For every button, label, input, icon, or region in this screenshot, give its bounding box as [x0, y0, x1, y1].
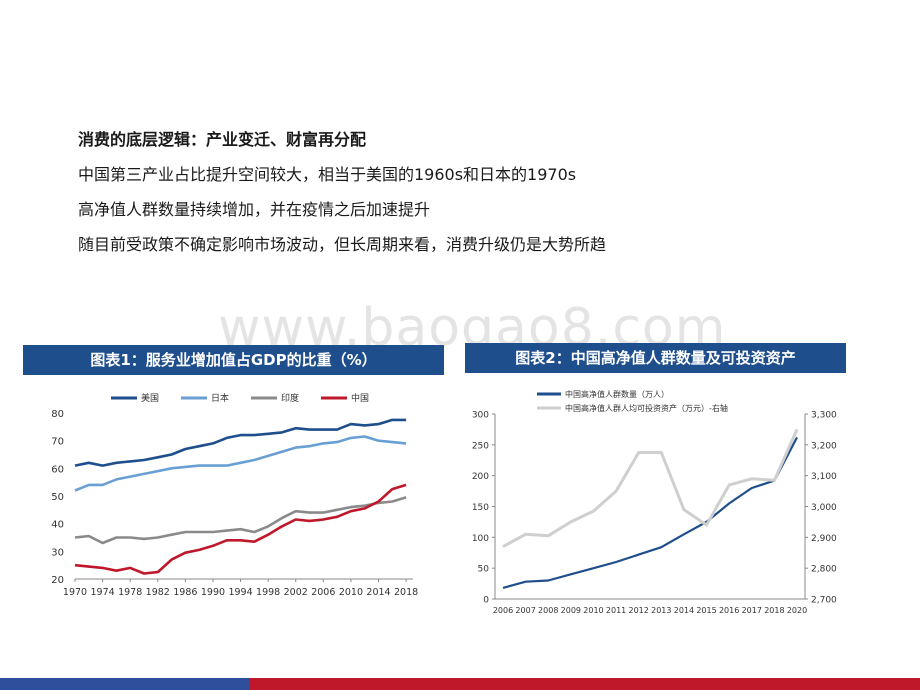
footer-bar-red — [250, 678, 920, 690]
chart1-xtick-label: 2010 — [339, 587, 363, 598]
chart1-legend-label: 中国 — [351, 392, 369, 404]
chart1-ytick-label: 70 — [51, 437, 64, 448]
chart1-xtick-label: 2002 — [284, 587, 308, 598]
chart1-ytick-label: 50 — [51, 492, 64, 503]
chart2-ytick-left-label: 150 — [472, 503, 489, 513]
chart1-xtick-label: 1978 — [118, 587, 142, 598]
chart2-xtick-label: 2016 — [719, 606, 739, 615]
chart2-title: 图表2：中国高净值人群数量及可投资资产 — [465, 343, 846, 373]
chart2-ytick-right-label: 2,700 — [811, 596, 837, 606]
chart2-ytick-left-label: 250 — [472, 441, 489, 451]
chart2-xtick-label: 2014 — [674, 606, 694, 615]
chart2-xtick-label: 2015 — [696, 606, 716, 615]
chart2-series-line — [502, 436, 798, 589]
chart2-legend-label: 中国高净值人群数量（万人） — [565, 389, 669, 399]
chart2-legend-label: 中国高净值人群人均可投资资产（万元）-右轴 — [565, 403, 728, 413]
chart1-legend-label: 日本 — [211, 392, 229, 404]
chart1-title: 图表1：服务业增加值占GDP的比重（%） — [23, 345, 444, 375]
footer-bar-blue — [0, 678, 250, 690]
chart1-legend-label: 美国 — [141, 392, 159, 404]
chart2-xtick-label: 2013 — [651, 606, 671, 615]
chart1-series-line — [74, 418, 407, 467]
chart2-ytick-left-label: 0 — [483, 596, 489, 606]
chart2-ytick-left-label: 100 — [472, 534, 489, 544]
chart2-xtick-label: 2007 — [515, 606, 535, 615]
chart1-ytick-label: 60 — [51, 464, 64, 475]
chart1-xtick-label: 1974 — [90, 587, 114, 598]
chart1-xtick-label: 2014 — [366, 587, 390, 598]
chart1-xtick-label: 1994 — [228, 587, 252, 598]
slide-bullets: 消费的底层逻辑：产业变迁、财富再分配 中国第三产业占比提升空间较大，相当于美国的… — [78, 122, 606, 262]
chart2-xtick-label: 2017 — [742, 606, 762, 615]
chart2-hnw-population: 0 50 100 150 200 250 300 2,700 2,800 2,900 3,000 3,… — [472, 389, 837, 615]
chart1-ytick-label: 40 — [51, 520, 64, 531]
chart2-ytick-left-label: 50 — [478, 565, 490, 575]
chart2-ytick-right-label: 3,300 — [811, 411, 837, 421]
chart2-ytick-left-label: 200 — [472, 472, 489, 482]
chart2-xtick-label: 2020 — [787, 606, 807, 615]
bullet-line-3: 随目前受政策不确定影响市场波动，但长周期来看，消费升级仍是大势所趋 — [78, 235, 607, 254]
chart2-xtick-label: 2012 — [629, 606, 649, 615]
chart1-series-line — [74, 483, 407, 575]
bullet-line-1: 中国第三产业占比提升空间较大，相当于美国的1960s和日本的1970s — [78, 165, 577, 184]
chart1-series-line — [74, 435, 407, 492]
chart1-series-line — [74, 496, 407, 545]
chart2-xtick-label: 2011 — [606, 606, 626, 615]
chart2-series-line — [502, 428, 799, 548]
bullet-heading: 消费的底层逻辑：产业变迁、财富再分配 — [78, 130, 367, 149]
chart2-ytick-right-label: 3,200 — [811, 441, 837, 451]
chart1-xtick-label: 1986 — [173, 587, 197, 598]
chart1-legend-label: 印度 — [281, 392, 299, 404]
chart2-ytick-right-label: 2,800 — [811, 565, 837, 575]
chart2-ytick-right-label: 3,000 — [811, 503, 837, 513]
chart2-ytick-right-label: 2,900 — [811, 534, 837, 544]
chart1-xtick-label: 1982 — [146, 587, 170, 598]
chart2-xtick-label: 2008 — [538, 606, 558, 615]
bullet-line-2: 高净值人群数量持续增加，并在疫情之后加速提升 — [78, 200, 431, 219]
chart1-xtick-label: 2006 — [311, 587, 335, 598]
chart1-xtick-label: 1990 — [201, 587, 225, 598]
chart1-xtick-label: 2018 — [394, 587, 418, 598]
chart1-ytick-label: 20 — [51, 575, 64, 586]
chart2-xtick-label: 2010 — [583, 606, 603, 615]
chart1-xtick-label: 1998 — [256, 587, 280, 598]
chart1-ytick-label: 30 — [51, 547, 64, 558]
chart1-ytick-label: 80 — [51, 409, 64, 420]
chart2-xtick-label: 2006 — [493, 606, 513, 615]
chart2-xtick-label: 2018 — [764, 606, 784, 615]
chart2-ytick-left-label: 300 — [472, 411, 489, 421]
chart2-xtick-label: 2009 — [561, 606, 581, 615]
chart1-xtick-label: 1970 — [63, 587, 87, 598]
chart2-ytick-right-label: 3,100 — [811, 472, 837, 482]
